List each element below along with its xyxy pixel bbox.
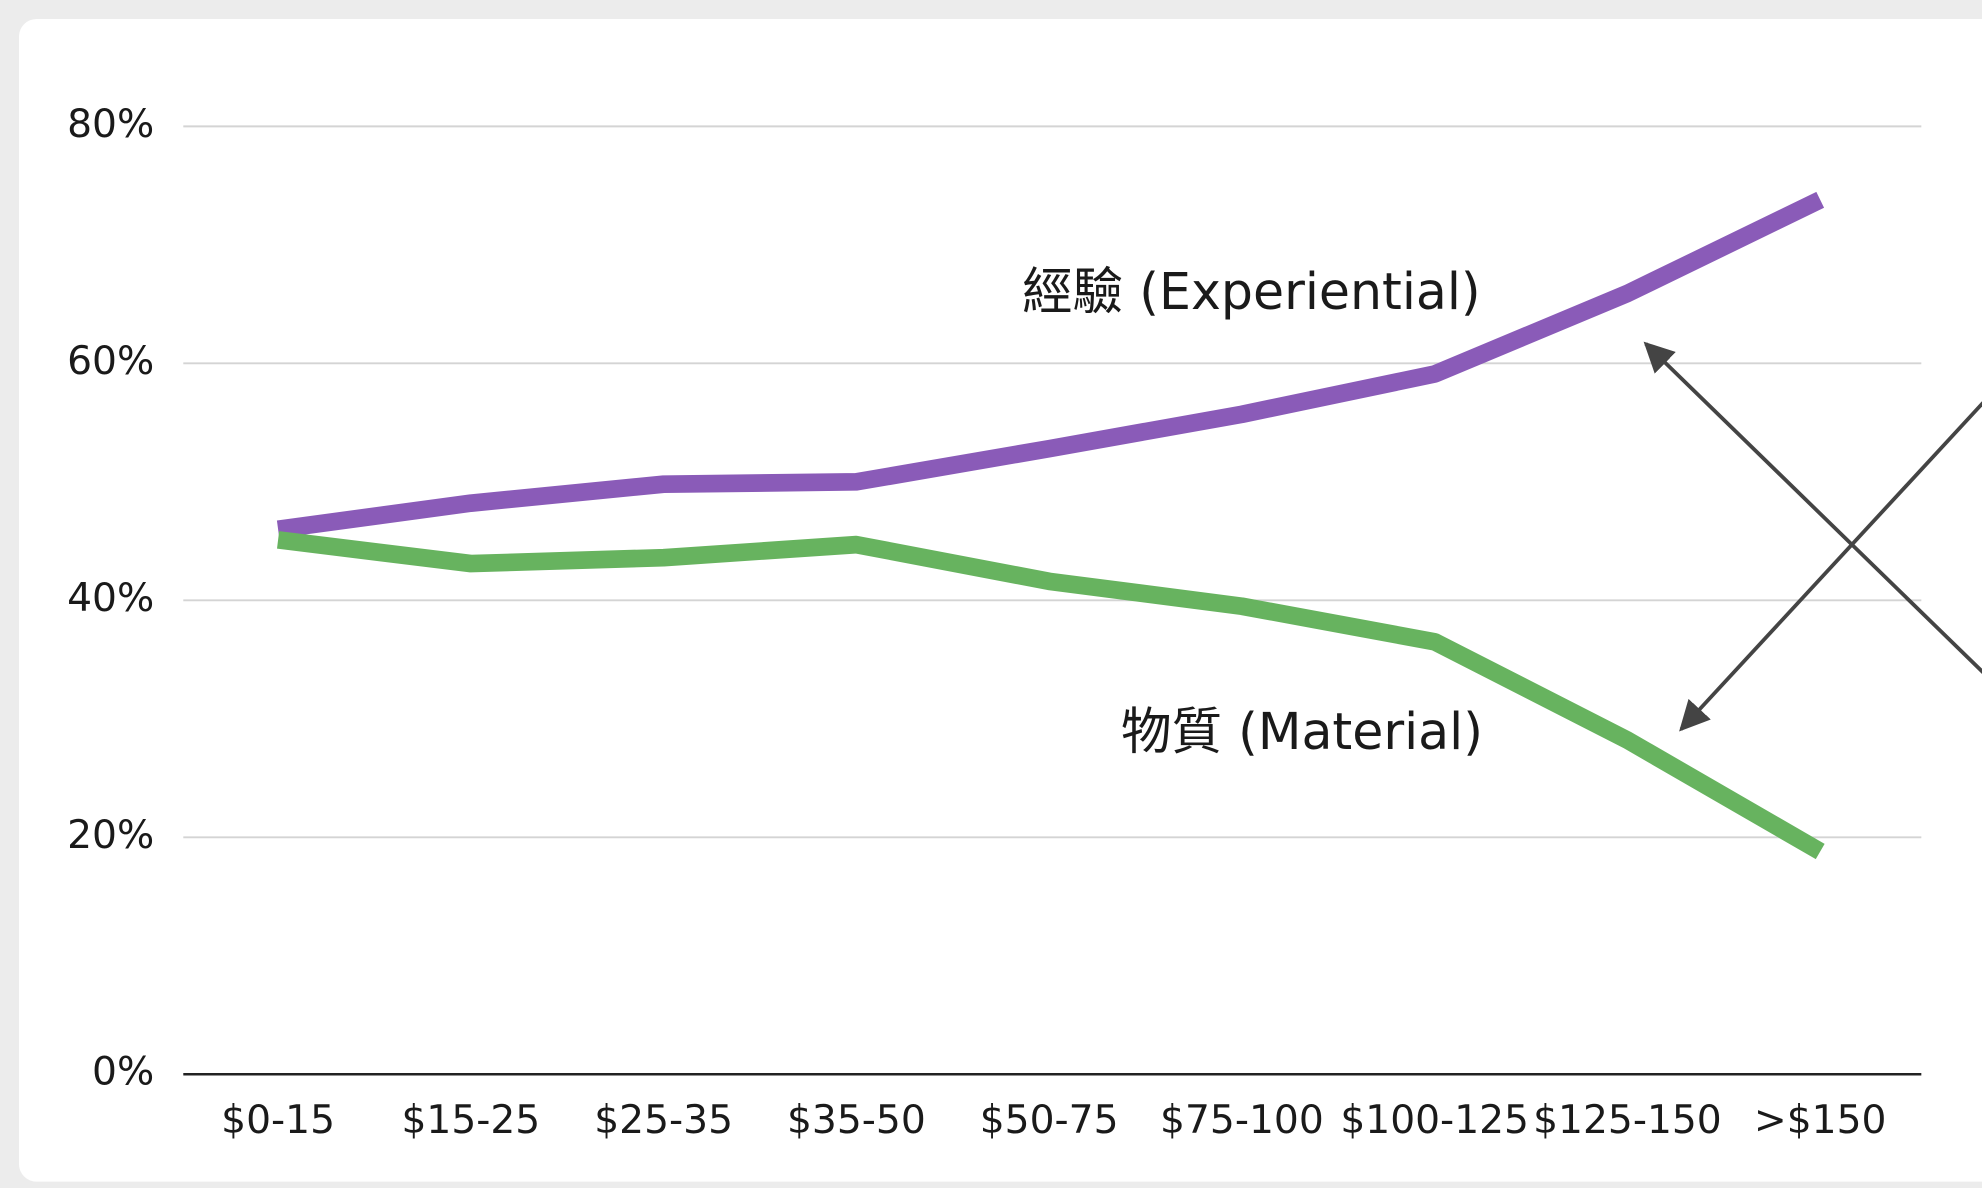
- x-tick-label: $75-100: [1160, 1098, 1324, 1143]
- x-tick-label: $50-75: [980, 1098, 1119, 1143]
- series-label: 經驗 (Experiential): [1022, 262, 1481, 321]
- series-label: 物質 (Material): [1121, 702, 1483, 761]
- y-tick-label: 0%: [92, 1050, 154, 1095]
- arrow: [1643, 341, 1982, 674]
- arrow: [1679, 401, 1982, 732]
- plot: 0% 20% 40% 60% 80% $0-15 $15-25 $25-35 $35-50 $50…: [67, 102, 1922, 1143]
- x-tick-label: >$150: [1754, 1098, 1887, 1143]
- y-tick-label: 40%: [67, 576, 154, 621]
- x-tick-label: $100-125: [1340, 1098, 1529, 1143]
- x-tick-label: $25-35: [594, 1098, 733, 1143]
- x-tick-label: $35-50: [787, 1098, 926, 1143]
- y-tick-label: 60%: [67, 339, 154, 384]
- x-tick-label: $0-15: [221, 1098, 335, 1143]
- y-tick-label: 80%: [67, 102, 154, 147]
- y-tick-label: 20%: [67, 813, 154, 858]
- x-tick-label: $125-150: [1533, 1098, 1722, 1143]
- series-line: [277, 531, 1825, 860]
- x-tick-label: $15-25: [401, 1098, 540, 1143]
- series-line: [276, 191, 1825, 538]
